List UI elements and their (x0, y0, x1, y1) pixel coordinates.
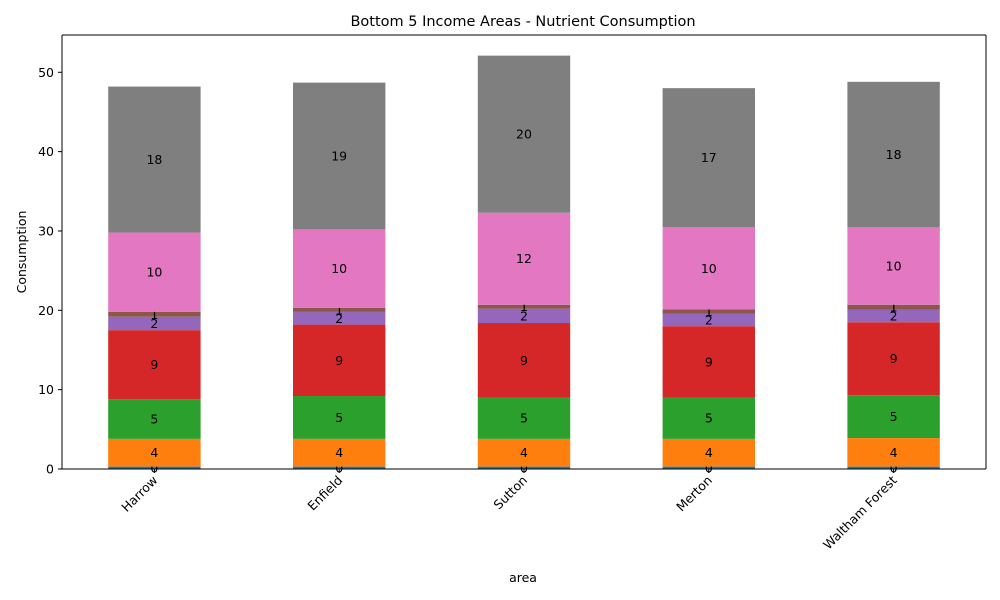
bar-segment (293, 82, 386, 230)
bar-segment (662, 438, 755, 467)
segment-value-label: 5 (890, 409, 898, 424)
segment-value-label: 4 (890, 445, 898, 460)
x-tick-label: Waltham Forest (820, 472, 900, 552)
segment-value-label: 5 (150, 412, 158, 427)
x-tick-label: Merton (673, 473, 715, 515)
bar-segment (108, 399, 201, 439)
segment-value-label: 10 (331, 261, 347, 276)
segment-value-label: 9 (520, 353, 528, 368)
segment-value-label: 4 (520, 445, 528, 460)
bar-segment (477, 438, 571, 467)
bar-segment (477, 397, 571, 439)
bar-segment (662, 313, 755, 327)
segment-value-label: 4 (705, 445, 713, 460)
y-tick-label: 30 (38, 223, 54, 238)
bar-segment (108, 311, 201, 317)
bar-segment (293, 311, 386, 325)
bar-segment (108, 316, 201, 331)
bar-segment (108, 330, 201, 400)
segment-value-label: 10 (146, 265, 162, 280)
bar-segment (477, 304, 571, 309)
x-axis-label: area (509, 570, 537, 585)
x-tick-label: Harrow (118, 473, 160, 515)
bar-segment (662, 466, 755, 469)
bar-segment (293, 229, 386, 308)
segment-value-label: 2 (705, 312, 713, 327)
x-tick-label: Enfield (304, 473, 345, 514)
bar-segment (662, 397, 755, 439)
segment-value-label: 5 (335, 410, 343, 425)
bar-segment (847, 466, 940, 469)
bar-segment (847, 81, 940, 228)
bar-segment (293, 438, 386, 467)
segment-value-label: 10 (886, 258, 902, 273)
segment-value-label: 5 (520, 411, 528, 426)
segment-value-label: 9 (705, 354, 713, 369)
segment-value-label: 0 (150, 460, 158, 475)
segment-value-label: 9 (150, 357, 158, 372)
bar-segment (477, 308, 571, 324)
bar-segment (108, 232, 201, 312)
segment-value-label: 10 (701, 261, 717, 276)
plot-area: 0459211018045921101904592112200459211017… (38, 34, 987, 552)
segment-value-label: 0 (705, 460, 713, 475)
segment-value-label: 9 (890, 351, 898, 366)
segment-value-label: 2 (335, 311, 343, 326)
bar-segment (847, 438, 940, 467)
segment-value-label: 9 (335, 353, 343, 368)
segment-value-label: 1 (520, 299, 528, 314)
bar-segment (662, 309, 755, 314)
bar-segment (293, 466, 386, 469)
bar-segment (477, 55, 571, 213)
bar-segment (477, 212, 571, 305)
segment-value-label: 0 (335, 460, 343, 475)
segment-value-label: 1 (150, 307, 158, 322)
y-tick-label: 10 (38, 382, 54, 397)
y-tick-label: 0 (46, 462, 54, 477)
bar-segment (847, 304, 940, 310)
segment-value-label: 2 (520, 308, 528, 323)
bar-segment (847, 309, 940, 323)
bar-segment (662, 88, 755, 228)
bar-segment (293, 396, 386, 439)
bar-segment (477, 466, 571, 469)
bar-segment (293, 324, 386, 397)
bar-segment (847, 395, 940, 439)
bar-segment (847, 322, 940, 396)
segment-value-label: 2 (150, 316, 158, 331)
bar-segment (108, 86, 201, 233)
chart-title: Bottom 5 Income Areas - Nutrient Consump… (350, 14, 695, 30)
segment-value-label: 18 (146, 152, 162, 167)
x-tick-label: Sutton (490, 473, 530, 513)
segment-value-label: 4 (335, 445, 343, 460)
bar-segment (477, 323, 571, 398)
segment-value-label: 1 (335, 302, 343, 317)
segment-value-label: 1 (890, 300, 898, 315)
segment-value-label: 0 (890, 460, 898, 475)
segment-value-label: 1 (705, 304, 713, 319)
bar-segment (662, 326, 755, 398)
y-tick-label: 50 (38, 65, 54, 80)
segment-value-label: 4 (150, 445, 158, 460)
bar-segment (108, 466, 201, 469)
bar-segment (847, 227, 940, 305)
y-axis-label: Consumption (14, 211, 29, 294)
segment-value-label: 2 (890, 308, 898, 323)
segment-value-label: 0 (520, 460, 528, 475)
segment-value-label: 19 (331, 148, 347, 163)
segment-value-label: 18 (886, 147, 902, 162)
segment-value-label: 12 (516, 251, 532, 266)
y-tick-label: 20 (38, 303, 54, 318)
bar-segment (108, 438, 201, 467)
bar-segment (662, 227, 755, 310)
y-tick-label: 40 (38, 144, 54, 159)
bar-segment (293, 307, 386, 312)
segment-value-label: 17 (701, 150, 717, 165)
segment-value-label: 5 (705, 411, 713, 426)
segment-value-label: 20 (516, 127, 532, 142)
